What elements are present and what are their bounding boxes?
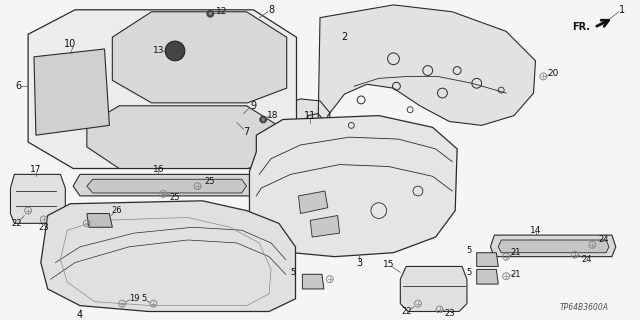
Text: 3: 3 — [356, 258, 362, 268]
Polygon shape — [87, 213, 113, 227]
Polygon shape — [477, 253, 499, 267]
Text: 9: 9 — [250, 101, 257, 111]
Text: 4: 4 — [77, 310, 83, 320]
Text: 10: 10 — [64, 39, 76, 49]
Text: 16: 16 — [152, 165, 164, 174]
Text: 25: 25 — [204, 177, 214, 186]
Polygon shape — [499, 240, 609, 253]
Text: 26: 26 — [111, 206, 122, 215]
Text: 24: 24 — [581, 255, 592, 264]
Text: 23: 23 — [444, 309, 454, 318]
Text: 7: 7 — [243, 127, 250, 137]
Polygon shape — [10, 174, 65, 223]
Text: 21: 21 — [511, 270, 521, 279]
Text: FR.: FR. — [572, 22, 590, 32]
Text: 24: 24 — [599, 235, 609, 244]
Text: 17: 17 — [30, 165, 42, 174]
Text: 8: 8 — [268, 5, 274, 15]
Polygon shape — [253, 5, 536, 196]
Text: TP64B3600A: TP64B3600A — [560, 303, 609, 312]
Text: 5: 5 — [290, 268, 295, 277]
Circle shape — [260, 116, 267, 123]
Text: 19: 19 — [129, 294, 139, 303]
Polygon shape — [302, 274, 324, 289]
Text: 11: 11 — [304, 111, 316, 121]
Text: 18: 18 — [268, 111, 279, 120]
Text: 22: 22 — [401, 307, 412, 316]
Text: 5: 5 — [467, 268, 472, 277]
Polygon shape — [477, 269, 499, 284]
Polygon shape — [87, 179, 246, 193]
Text: 6: 6 — [15, 81, 21, 91]
Text: 23: 23 — [38, 223, 49, 232]
Text: 14: 14 — [530, 226, 541, 235]
Circle shape — [262, 118, 265, 121]
Polygon shape — [250, 116, 457, 257]
Polygon shape — [28, 10, 296, 169]
Text: 12: 12 — [216, 7, 228, 16]
Polygon shape — [41, 201, 296, 311]
Text: 25: 25 — [170, 193, 180, 202]
Polygon shape — [87, 106, 281, 169]
Text: 1: 1 — [619, 5, 625, 15]
Text: 20: 20 — [547, 69, 559, 78]
Text: 5: 5 — [141, 294, 147, 303]
Polygon shape — [490, 235, 616, 257]
Polygon shape — [113, 12, 287, 103]
Polygon shape — [310, 215, 340, 237]
Text: 15: 15 — [383, 260, 394, 269]
Text: 19: 19 — [92, 213, 102, 222]
Polygon shape — [34, 49, 109, 135]
Polygon shape — [401, 267, 467, 311]
Text: 2: 2 — [341, 32, 348, 42]
Polygon shape — [298, 191, 328, 213]
Polygon shape — [73, 174, 259, 196]
Text: 13: 13 — [152, 46, 164, 55]
Text: 5: 5 — [467, 246, 472, 255]
Text: 22: 22 — [11, 219, 22, 228]
Circle shape — [207, 10, 214, 17]
Circle shape — [165, 41, 185, 61]
Text: 21: 21 — [511, 248, 521, 257]
Circle shape — [209, 12, 212, 15]
